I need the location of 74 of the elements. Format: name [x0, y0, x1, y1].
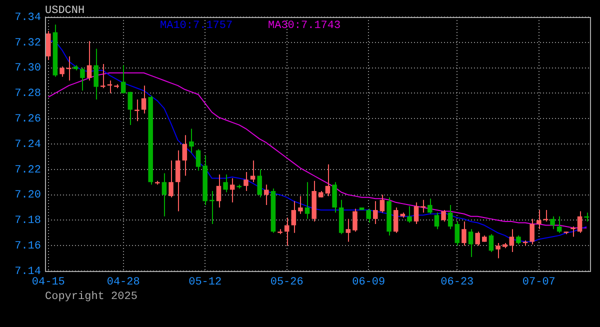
candlestick	[141, 85, 146, 114]
candlestick	[230, 178, 235, 203]
candlestick	[462, 220, 466, 246]
candlestick	[216, 174, 222, 208]
candlestick	[577, 210, 582, 234]
x-tick-label: 07-07	[522, 276, 556, 289]
candlestick	[380, 194, 385, 214]
candlestick	[325, 164, 330, 197]
x-tick-label: 06-23	[440, 276, 474, 289]
candlestick	[168, 160, 174, 198]
candlestick	[407, 206, 412, 224]
candlestick	[346, 218, 351, 242]
candlestick	[223, 174, 228, 193]
x-tick-label: 05-26	[270, 276, 304, 289]
x-tick-label: 04-28	[106, 276, 140, 289]
y-tick-label: 7.24	[14, 138, 42, 151]
y-tick-label: 7.16	[14, 240, 41, 253]
candlestick	[366, 208, 371, 224]
candlestick	[530, 218, 534, 245]
candlestick	[454, 220, 460, 246]
candlestick	[556, 216, 562, 234]
candlestick	[257, 168, 262, 198]
y-tick-label: 7.32	[14, 37, 41, 50]
candlestick	[550, 216, 555, 230]
y-tick-label: 7.28	[14, 88, 41, 100]
candlestick	[244, 171, 248, 192]
y-tick-label: 7.20	[14, 190, 41, 202]
candlestick	[196, 148, 201, 172]
text: Copyright 2025	[45, 291, 138, 303]
x-tick-label: 05-12	[188, 276, 222, 289]
candlestick	[189, 128, 194, 154]
candlestick	[80, 67, 85, 92]
candlestick	[352, 208, 358, 232]
y-tick-label: 7.18	[14, 215, 41, 228]
candlestick	[536, 210, 542, 230]
y-tick-label: 7.34	[14, 12, 42, 24]
candlestick	[441, 210, 446, 222]
candlestick	[304, 182, 310, 220]
candlestick	[162, 172, 167, 217]
candlestick	[393, 207, 398, 234]
candlestick	[94, 48, 98, 100]
x-tick-label: 04-15	[32, 276, 65, 289]
candlestick	[86, 40, 92, 81]
candlestick	[264, 184, 269, 206]
candlestick	[175, 150, 180, 212]
candlestick	[488, 234, 494, 252]
candlestick	[448, 204, 453, 230]
candlestick	[373, 200, 378, 225]
y-tick-label: 7.26	[14, 114, 41, 126]
candlestick	[434, 212, 440, 230]
y-tick-label: 7.22	[14, 164, 41, 176]
candlestick	[46, 30, 51, 61]
candlestick	[468, 228, 474, 258]
candlestick	[414, 202, 419, 225]
text: MA10:7.1757	[160, 20, 233, 32]
chart-title: USDCNH	[45, 5, 85, 17]
candlestick	[420, 199, 426, 214]
candlestick	[134, 99, 140, 122]
candlestick	[509, 228, 514, 252]
text: MA30:7.1743	[268, 20, 341, 32]
candlestick	[182, 134, 188, 176]
candlestick	[100, 63, 106, 89]
candlestick	[120, 64, 126, 94]
candlestick	[475, 231, 480, 246]
candlestick	[291, 200, 296, 234]
candlestick	[496, 242, 500, 259]
y-tick-label: 7.14	[14, 266, 42, 278]
candlestick	[332, 182, 337, 214]
candlestick	[128, 91, 133, 126]
x-tick-label: 06-09	[352, 276, 386, 289]
candlestick	[298, 196, 303, 214]
y-tick-label: 7.30	[14, 62, 41, 75]
candlestick	[428, 198, 432, 214]
candlestick	[60, 66, 64, 78]
